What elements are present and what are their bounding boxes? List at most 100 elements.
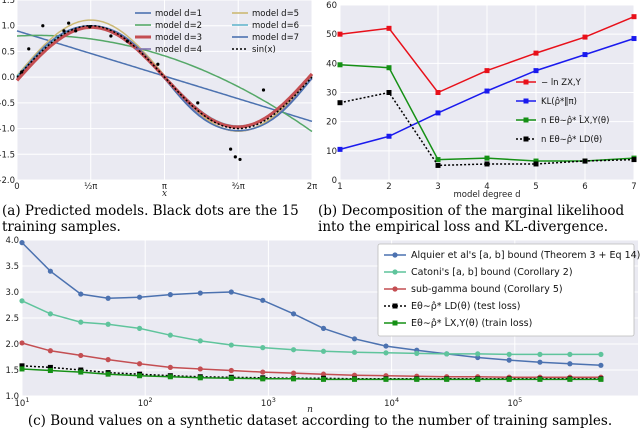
data-point-b (631, 36, 637, 42)
x-tick-label-c: 105 (507, 396, 522, 409)
data-point-b (533, 68, 539, 74)
data-point-b (337, 100, 343, 106)
data-point-c (506, 376, 512, 382)
data-point-c (47, 364, 53, 370)
legend-label-c: Eθ∼ρ̂* L̂X,Y(θ) (train loss) (411, 317, 532, 329)
sample-point (238, 157, 242, 162)
x-axis-label-a: x (162, 189, 167, 199)
data-point-b (337, 146, 343, 152)
y-tick-label-a: 0.5 (1, 47, 15, 57)
legend-label-a: sin(x) (252, 45, 276, 55)
legend-label-b: n Eθ∼ρ̂* LD(θ) (541, 134, 602, 145)
data-point-c (352, 376, 358, 382)
x-tick-exponent-c: 5 (518, 396, 522, 404)
y-tick-label-c: 1.5 (5, 366, 19, 376)
data-point-c (47, 268, 53, 274)
y-tick-label-a: -1.0 (0, 125, 15, 135)
x-tick-label-b: 5 (533, 182, 538, 192)
legend-label-b: n Eθ∼ρ̂* L̂X,Y(θ) (541, 114, 609, 126)
y-tick-label-c: 3.5 (5, 262, 19, 272)
legend-label-a: model d=1 (155, 9, 202, 19)
data-point-c (475, 376, 481, 382)
data-point-c (78, 291, 84, 297)
data-point-b (484, 68, 490, 74)
x-tick-label-a: 0 (14, 182, 19, 192)
y-tick-label-b: 0 (332, 176, 337, 186)
data-point-c (383, 343, 389, 349)
data-point-b (386, 90, 392, 95)
data-point-c (105, 295, 111, 301)
data-point-c (78, 319, 84, 325)
legend-label-a: model d=7 (252, 33, 299, 43)
data-point-b (533, 161, 539, 167)
legend-label-a: model d=3 (155, 33, 202, 43)
data-point-b (435, 157, 441, 163)
data-point-c (19, 366, 25, 372)
x-tick-label-b: 6 (582, 182, 587, 192)
data-point-c (47, 348, 53, 354)
data-point-b (533, 50, 539, 56)
legend-label-c: sub-gamma bound (Corollary 5) (411, 284, 563, 295)
legend-label-c: Alquier et al's [a, b] bound (Theorem 3 … (411, 250, 640, 261)
sample-point (62, 29, 66, 33)
y-tick-label-a: -2.0 (0, 176, 15, 186)
data-point-b (582, 158, 588, 164)
legend-marker-b (523, 117, 529, 123)
data-point-c (260, 297, 266, 303)
data-point-b (631, 14, 637, 20)
data-point-c (228, 375, 234, 381)
data-point-c (19, 340, 25, 346)
x-tick-exponent-c: 4 (395, 396, 399, 404)
sample-point (261, 88, 266, 92)
data-point-c (19, 298, 25, 304)
sample-point (74, 29, 78, 33)
data-point-c (47, 311, 53, 317)
data-point-c (78, 352, 84, 359)
data-point-b (582, 52, 588, 58)
sample-point (41, 24, 45, 28)
x-tick-exponent-c: 2 (149, 396, 153, 404)
data-point-b (533, 158, 539, 164)
sample-point (156, 62, 160, 66)
y-tick-label-a: -0.5 (0, 99, 15, 109)
data-point-b (484, 161, 490, 167)
legend-marker-b (523, 98, 529, 104)
y-tick-label-b: 30 (326, 89, 337, 99)
y-tick-label-c: 2.5 (5, 314, 19, 324)
legend-label-c: Eθ∼ρ̂* LD(θ) (test loss) (411, 301, 520, 312)
data-point-c (228, 342, 234, 348)
y-tick-label-c: 1.0 (5, 392, 19, 402)
y-tick-label-a: 1.5 (1, 0, 15, 6)
data-point-c (105, 321, 111, 327)
legend-marker-c (392, 320, 398, 326)
legend-label-c: Catoni's [a, b] bound (Corollary 2) (411, 267, 573, 278)
data-point-c (197, 290, 203, 296)
data-point-c (260, 345, 266, 351)
data-point-c (291, 376, 297, 382)
data-point-c (290, 311, 297, 317)
data-point-c (228, 289, 234, 295)
sample-point (20, 70, 24, 74)
legend-marker-c (392, 252, 398, 258)
data-point-c (506, 357, 512, 363)
sample-point (125, 39, 129, 43)
series-line-c-subg (21, 342, 601, 379)
data-point-c (567, 351, 573, 357)
data-point-c (260, 369, 266, 375)
data-point-c (537, 351, 543, 357)
sample-point (196, 101, 200, 105)
x-tick-label-a: ½π (84, 182, 97, 192)
data-point-c (351, 349, 358, 355)
sample-point (27, 47, 31, 51)
data-point-c (598, 351, 604, 357)
sample-point (109, 34, 113, 38)
data-point-c (351, 336, 358, 342)
legend-marker-c (392, 303, 398, 309)
x-tick-label-a: 2π (307, 182, 318, 192)
data-point-b (582, 34, 588, 40)
data-point-b (435, 110, 441, 116)
y-tick-label-b: 20 (326, 118, 337, 128)
y-tick-label-c: 4.0 (5, 236, 19, 246)
data-point-c (414, 350, 420, 356)
x-tick-label-b: 4 (484, 182, 489, 192)
